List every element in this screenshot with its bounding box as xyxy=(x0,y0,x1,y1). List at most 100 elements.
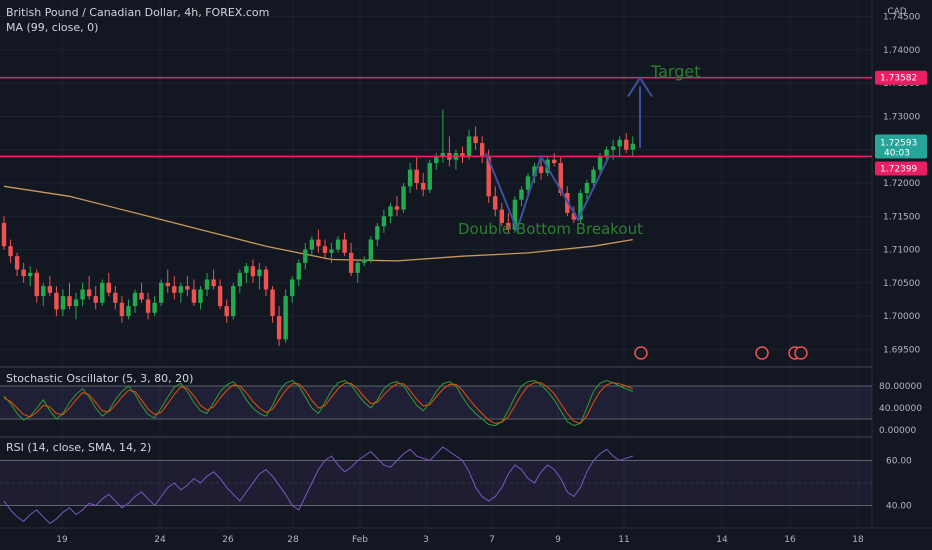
candle-body xyxy=(394,206,400,210)
time-tick-label: 24 xyxy=(154,535,166,545)
candle-body xyxy=(466,136,472,157)
candle-body xyxy=(375,226,380,240)
candle-body xyxy=(250,266,256,277)
candle-body xyxy=(362,259,367,263)
level-lower-value: 1.72399 xyxy=(880,164,917,174)
candle-body xyxy=(381,216,387,227)
candle-body xyxy=(401,186,406,210)
time-tick-label: Feb xyxy=(352,535,368,545)
candle-body xyxy=(610,146,616,150)
candle-body xyxy=(440,153,446,157)
candle-body xyxy=(152,302,157,313)
candle-body xyxy=(276,316,282,340)
candle-body xyxy=(421,183,426,190)
stoch-k-line xyxy=(3,379,633,427)
candle-body xyxy=(198,289,203,303)
candle-body xyxy=(624,139,629,150)
candle-body xyxy=(21,269,26,277)
currency-label: CAD xyxy=(887,7,906,17)
candle-body xyxy=(237,272,242,287)
candle-body xyxy=(571,212,577,220)
time-tick-label: 16 xyxy=(784,535,796,545)
price-tick-label: 1.74500 xyxy=(883,13,920,23)
stochastic-pane xyxy=(0,379,872,427)
rsi-band xyxy=(0,460,872,506)
candle-body xyxy=(28,272,33,277)
candle-body xyxy=(185,286,190,290)
candle-body xyxy=(578,192,583,220)
candle-body xyxy=(525,176,531,190)
candle-body xyxy=(322,246,328,253)
event-flag-icon xyxy=(634,346,648,360)
candle-body xyxy=(231,286,236,317)
candle-body xyxy=(290,279,295,297)
event-flag-icon xyxy=(755,346,769,360)
candle-body xyxy=(257,269,262,277)
candle-body xyxy=(460,153,465,157)
candle-body xyxy=(617,139,622,147)
candle-body xyxy=(113,292,118,303)
candle-body xyxy=(329,249,334,253)
candle-body xyxy=(100,282,105,303)
price-tick-label: 1.72000 xyxy=(883,179,920,189)
candle-body xyxy=(486,156,491,197)
time-tick-label: 11 xyxy=(618,535,629,545)
price-tick-label: 1.70000 xyxy=(883,312,920,322)
target-arrow-head xyxy=(627,76,653,98)
candle-body xyxy=(506,222,511,230)
candle-body xyxy=(604,149,609,157)
event-flag-icon xyxy=(794,346,808,360)
symbol-title: British Pound / Canadian Dollar, 4h, FOR… xyxy=(6,6,270,19)
candle-body xyxy=(191,289,197,303)
candle-body xyxy=(538,166,544,174)
time-tick-label: 3 xyxy=(423,535,429,545)
time-tick-label: 7 xyxy=(489,535,495,545)
annotations-layer: Target Double Bottom Breakout xyxy=(458,62,808,360)
stoch-d-line xyxy=(3,382,633,424)
stoch-tick-label: 80.00000 xyxy=(879,382,922,392)
candle-body xyxy=(407,169,413,187)
candle-body xyxy=(283,296,288,340)
price-tick-label: 1.73000 xyxy=(883,112,920,122)
candle-body xyxy=(552,159,557,164)
price-tick-label: 1.71500 xyxy=(883,212,920,222)
candle-body xyxy=(8,246,13,257)
candle-body xyxy=(348,252,354,273)
candle-body xyxy=(178,286,184,293)
level-upper-tag xyxy=(875,70,927,85)
candle-body xyxy=(342,239,347,253)
rsi-pane xyxy=(0,446,872,525)
target-label: Target xyxy=(650,62,701,81)
candle-body xyxy=(93,296,98,303)
candle-body xyxy=(473,136,478,144)
countdown-value: 40:03 xyxy=(884,149,910,159)
time-axis[interactable]: 19 24 26 28 Feb 3 7 9 11 14 16 18 xyxy=(56,535,864,545)
candle-body xyxy=(512,199,518,230)
candle-body xyxy=(434,156,439,164)
candle-body xyxy=(414,169,419,183)
candle-body xyxy=(303,249,308,263)
rsi-line xyxy=(3,446,633,525)
candle-body xyxy=(388,206,393,217)
ma-legend: MA (99, close, 0) xyxy=(6,21,99,34)
candle-body xyxy=(204,279,210,290)
price-tick-label: 1.71000 xyxy=(883,246,920,256)
candle-body xyxy=(86,289,92,297)
price-axis[interactable]: CAD1.745001.740001.735001.730001.725001.… xyxy=(875,7,927,512)
candle-body xyxy=(172,286,177,293)
candle-body xyxy=(145,299,151,313)
candle-body xyxy=(211,279,216,287)
candle-body xyxy=(34,272,39,297)
candle-body xyxy=(106,282,111,293)
time-tick-label: 26 xyxy=(222,535,234,545)
price-tick-label: 1.70500 xyxy=(883,279,920,289)
time-tick-label: 14 xyxy=(716,535,728,545)
candle-body xyxy=(80,289,85,300)
candle-body xyxy=(126,306,131,317)
candle-body xyxy=(119,302,125,317)
candle-body xyxy=(14,256,20,270)
candle-body xyxy=(296,262,301,280)
